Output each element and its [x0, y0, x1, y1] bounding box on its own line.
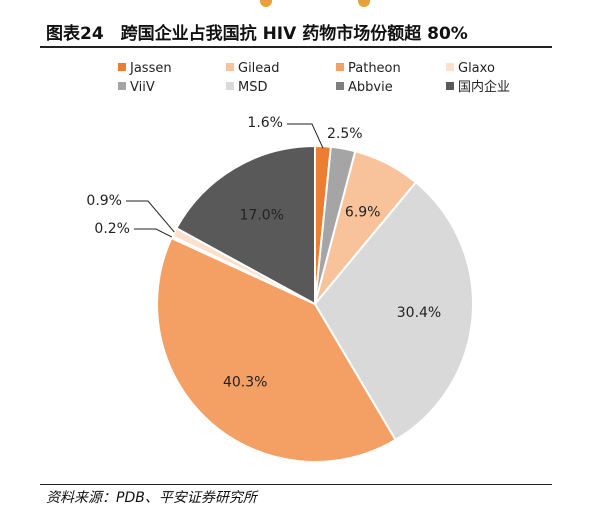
source-note: 资料来源：PDB、平安证券研究所: [46, 490, 257, 506]
data-label-glaxo: 0.9%: [86, 193, 122, 209]
legend-label-patheon: Patheon: [348, 61, 401, 76]
data-label-msd: 30.4%: [397, 305, 441, 321]
legend-swatch-glaxo: [446, 63, 454, 71]
legend-label-glaxo: Glaxo: [458, 61, 495, 76]
source-bar: 资料来源：PDB、平安证券研究所: [40, 484, 552, 506]
slice-series-7: [175, 144, 316, 306]
legend-label-series-7: 国内企业: [458, 79, 510, 95]
legend-swatch-patheon: [336, 63, 344, 71]
leader-line-jassen: [287, 123, 324, 149]
legend-swatch-viiv: [118, 82, 126, 90]
data-label-viiv: 2.5%: [327, 126, 363, 142]
legend-label-abbvie: Abbvie: [348, 80, 393, 95]
chart-title: 图表24 跨国企业占我国抗 HIV 药物市场份额超 80%: [46, 24, 468, 44]
data-label-gilead: 6.9%: [345, 204, 381, 220]
leader-line-glaxo: [126, 200, 175, 233]
leader-lines: [126, 123, 324, 238]
legend-label-viiv: ViiV: [130, 80, 155, 95]
decorative-tab-left: [260, 0, 272, 7]
legend-label-jassen: Jassen: [129, 61, 172, 76]
legend-label-gilead: Gilead: [238, 61, 280, 76]
legend-swatch-jassen: [118, 63, 126, 71]
slice-patheon: [156, 236, 397, 463]
legend-swatch-gilead: [226, 63, 234, 71]
data-label-abbvie: 0.2%: [94, 221, 130, 237]
data-label-jassen: 1.6%: [247, 115, 283, 131]
legend-swatch-abbvie: [336, 82, 344, 90]
leader-line-abbvie: [134, 228, 173, 238]
legend-swatch-series-7: [446, 82, 454, 90]
legend: Jassen ViiV Gilead MSD Patheon Abbvie Glaxo 国内企…: [118, 61, 510, 95]
legend-swatch-msd: [226, 82, 234, 90]
pie-slices: [156, 144, 474, 463]
data-label-patheon: 40.3%: [223, 375, 267, 391]
data-label-series-7: 17.0%: [240, 207, 284, 223]
title-bar: 图表24 跨国企业占我国抗 HIV 药物市场份额超 80%: [40, 16, 552, 48]
decorative-tab-right: [358, 0, 370, 7]
legend-label-msd: MSD: [238, 80, 267, 95]
slice-msd: [313, 180, 474, 442]
data-labels: 1.6% 2.5% 6.9% 30.4% 40.3% 0.2% 0.9% 17.0%: [86, 115, 441, 391]
